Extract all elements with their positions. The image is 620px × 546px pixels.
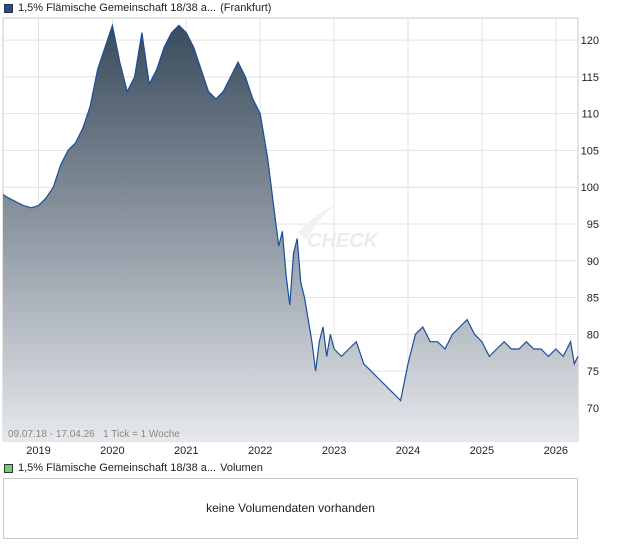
y-tick-label: 120 — [581, 35, 599, 47]
price-legend: 1,5% Flämische Gemeinschaft 18/38 a... (… — [4, 1, 271, 15]
price-line — [2, 23, 579, 402]
price-legend-swatch — [4, 3, 13, 13]
x-tick-label: 2023 — [322, 445, 346, 457]
watermark-text: CHECK — [307, 230, 380, 252]
x-tick-label: 2024 — [396, 445, 420, 457]
price-legend-title: 1,5% Flämische Gemeinschaft 18/38 a... — [18, 2, 217, 14]
watermark: CHECK — [298, 203, 380, 252]
y-tick-label: 85 — [587, 293, 599, 305]
price-area-fill — [3, 25, 578, 442]
x-tick-label: 2020 — [100, 445, 124, 457]
volume-legend-title: 1,5% Flämische Gemeinschaft 18/38 a... — [18, 462, 217, 474]
x-tick-label: 2026 — [544, 445, 568, 457]
price-area — [2, 23, 579, 442]
y-tick-label: 70 — [587, 403, 599, 415]
volume-empty-message: keine Volumendaten vorhanden — [206, 501, 375, 515]
volume-legend: 1,5% Flämische Gemeinschaft 18/38 a... V… — [4, 461, 263, 475]
date-range-note: 09.07.18 - 17.04.26 1 Tick = 1 Woche — [8, 429, 180, 440]
y-tick-label: 100 — [581, 182, 599, 194]
y-tick-label: 105 — [581, 145, 599, 157]
x-tick-label: 2025 — [470, 445, 494, 457]
x-tick-label: 2021 — [174, 445, 198, 457]
x-axis: 2019 2020 2021 2022 2023 2024 2025 2026 — [26, 445, 568, 457]
y-tick-label: 115 — [581, 72, 599, 84]
watermark-swoosh — [298, 203, 338, 240]
x-tick-label: 2019 — [26, 445, 50, 457]
volume-panel: keine Volumendaten vorhanden — [3, 478, 578, 539]
y-axis: 70 75 80 85 90 95 100 105 110 115 120 — [581, 35, 599, 415]
y-tick-label: 80 — [587, 329, 599, 341]
volume-legend-swatch — [4, 463, 13, 473]
y-tick-label: 90 — [587, 256, 599, 268]
price-legend-exchange: (Frankfurt) — [220, 2, 272, 14]
y-tick-label: 75 — [587, 366, 599, 378]
y-tick-label: 95 — [587, 219, 599, 231]
volume-legend-label: Volumen — [220, 462, 263, 474]
x-tick-label: 2022 — [248, 445, 272, 457]
y-tick-label: 110 — [581, 109, 599, 121]
